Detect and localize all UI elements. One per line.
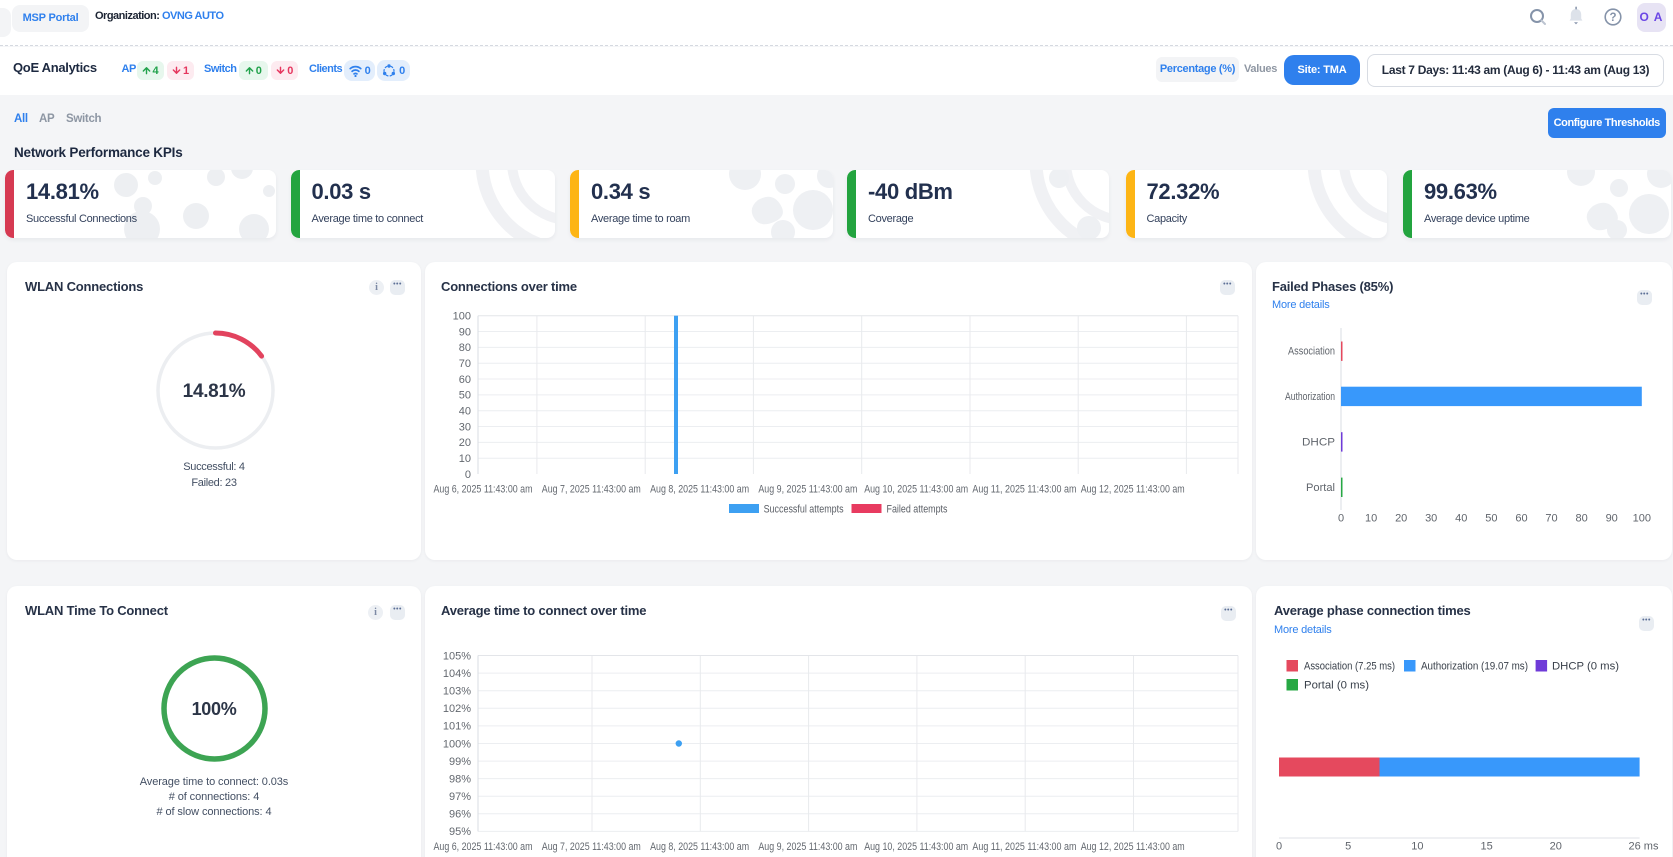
svg-text:Failed attempts: Failed attempts bbox=[887, 504, 948, 516]
svg-text:100: 100 bbox=[1633, 513, 1651, 525]
svg-text:104%: 104% bbox=[443, 668, 471, 680]
svg-text:30: 30 bbox=[459, 421, 471, 433]
svg-text:Aug 11, 2025 11:43:00 am: Aug 11, 2025 11:43:00 am bbox=[972, 841, 1076, 853]
svg-text:Aug 6, 2025 11:43:00 am: Aug 6, 2025 11:43:00 am bbox=[434, 841, 533, 853]
svg-text:102%: 102% bbox=[443, 703, 471, 715]
svg-text:10: 10 bbox=[1365, 513, 1377, 525]
svg-text:96%: 96% bbox=[449, 809, 471, 821]
svg-text:5: 5 bbox=[1345, 841, 1351, 853]
svg-text:103%: 103% bbox=[443, 686, 471, 698]
svg-text:98%: 98% bbox=[449, 773, 471, 785]
svg-text:DHCP (0 ms): DHCP (0 ms) bbox=[1552, 661, 1619, 673]
svg-text:70: 70 bbox=[1545, 513, 1557, 525]
svg-text:0: 0 bbox=[465, 469, 471, 481]
svg-text:Aug 8, 2025 11:43:00 am: Aug 8, 2025 11:43:00 am bbox=[650, 841, 749, 853]
svg-text:26 ms: 26 ms bbox=[1629, 841, 1659, 853]
svg-text:80: 80 bbox=[459, 342, 471, 354]
svg-text:Successful attempts: Successful attempts bbox=[764, 504, 844, 516]
svg-text:99%: 99% bbox=[449, 756, 471, 768]
svg-text:Association (7.25 ms): Association (7.25 ms) bbox=[1304, 661, 1395, 673]
svg-text:Aug 6, 2025 11:43:00 am: Aug 6, 2025 11:43:00 am bbox=[434, 484, 533, 496]
svg-text:Aug 9, 2025 11:43:00 am: Aug 9, 2025 11:43:00 am bbox=[758, 484, 857, 496]
svg-text:90: 90 bbox=[459, 326, 471, 338]
svg-text:60: 60 bbox=[459, 374, 471, 386]
svg-text:Aug 7, 2025 11:43:00 am: Aug 7, 2025 11:43:00 am bbox=[542, 841, 641, 853]
svg-text:50: 50 bbox=[1485, 513, 1497, 525]
svg-text:Aug 9, 2025 11:43:00 am: Aug 9, 2025 11:43:00 am bbox=[758, 841, 857, 853]
svg-text:100%: 100% bbox=[443, 738, 471, 750]
svg-text:15: 15 bbox=[1480, 841, 1492, 853]
svg-text:20: 20 bbox=[1550, 841, 1562, 853]
svg-text:50: 50 bbox=[459, 390, 471, 402]
svg-text:105%: 105% bbox=[443, 650, 471, 662]
svg-text:20: 20 bbox=[459, 437, 471, 449]
svg-text:DHCP: DHCP bbox=[1302, 437, 1335, 449]
svg-text:Aug 12, 2025 11:43:00 am: Aug 12, 2025 11:43:00 am bbox=[1081, 841, 1185, 853]
svg-text:95%: 95% bbox=[449, 826, 471, 838]
svg-text:Authorization (19.07 ms): Authorization (19.07 ms) bbox=[1421, 661, 1528, 673]
svg-text:Aug 7, 2025 11:43:00 am: Aug 7, 2025 11:43:00 am bbox=[542, 484, 641, 496]
svg-text:90: 90 bbox=[1606, 513, 1618, 525]
svg-text:Association: Association bbox=[1288, 346, 1335, 358]
svg-text:100: 100 bbox=[453, 311, 471, 323]
svg-text:80: 80 bbox=[1575, 513, 1587, 525]
svg-text:40: 40 bbox=[459, 406, 471, 418]
svg-text:Aug 11, 2025 11:43:00 am: Aug 11, 2025 11:43:00 am bbox=[972, 484, 1076, 496]
svg-text:30: 30 bbox=[1425, 513, 1437, 525]
svg-text:0: 0 bbox=[1276, 841, 1282, 853]
svg-text:40: 40 bbox=[1455, 513, 1467, 525]
svg-text:Portal: Portal bbox=[1306, 482, 1335, 494]
svg-text:10: 10 bbox=[459, 453, 471, 465]
svg-text:Authorization: Authorization bbox=[1285, 391, 1335, 403]
svg-text:70: 70 bbox=[459, 358, 471, 370]
svg-text:20: 20 bbox=[1395, 513, 1407, 525]
svg-text:97%: 97% bbox=[449, 791, 471, 803]
svg-text:Aug 8, 2025 11:43:00 am: Aug 8, 2025 11:43:00 am bbox=[650, 484, 749, 496]
svg-text:Aug 10, 2025 11:43:00 am: Aug 10, 2025 11:43:00 am bbox=[864, 841, 968, 853]
svg-text:Portal (0 ms): Portal (0 ms) bbox=[1304, 680, 1369, 692]
svg-text:60: 60 bbox=[1515, 513, 1527, 525]
svg-text:0: 0 bbox=[1338, 513, 1344, 525]
svg-text:101%: 101% bbox=[443, 721, 471, 733]
svg-text:Aug 12, 2025 11:43:00 am: Aug 12, 2025 11:43:00 am bbox=[1081, 484, 1185, 496]
svg-text:Aug 10, 2025 11:43:00 am: Aug 10, 2025 11:43:00 am bbox=[864, 484, 968, 496]
svg-text:?: ? bbox=[1609, 12, 1616, 24]
svg-text:10: 10 bbox=[1411, 841, 1423, 853]
